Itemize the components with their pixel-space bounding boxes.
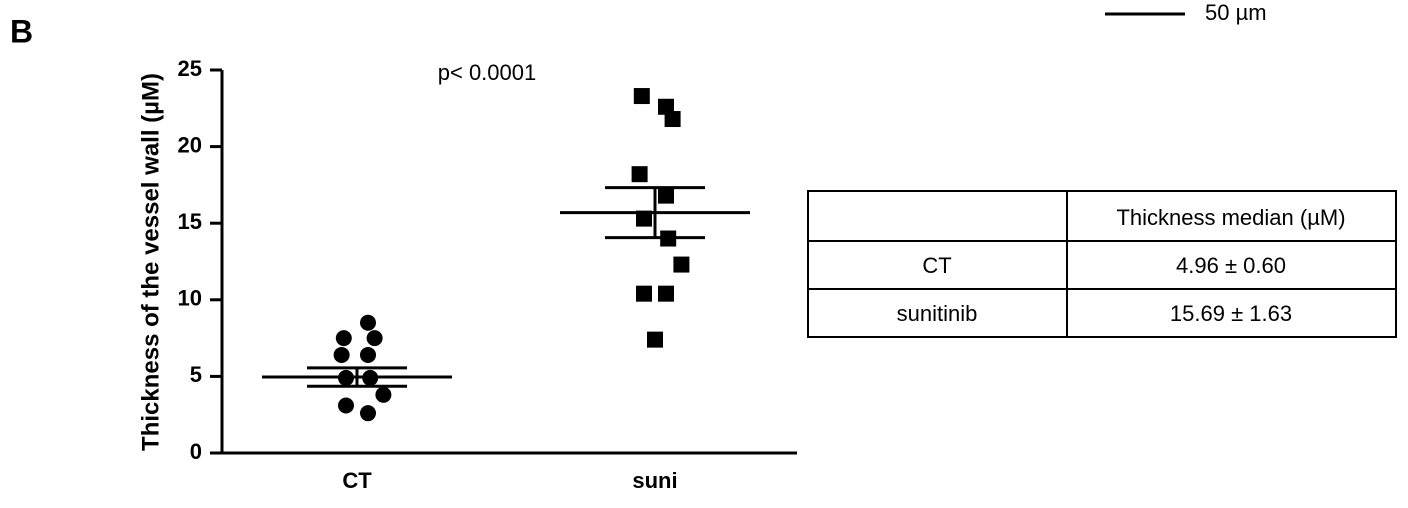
y-tick-label: 5 (190, 362, 202, 387)
data-point (631, 166, 648, 183)
data-point (360, 346, 376, 363)
x-tick-label: suni (632, 468, 677, 493)
data-point (335, 330, 352, 347)
table-cell: CT (922, 253, 951, 278)
panel-label: B (10, 13, 33, 49)
data-point (360, 314, 376, 331)
y-tick-label: 10 (178, 286, 202, 311)
table-header: Thickness median (µM) (1116, 205, 1345, 230)
table-cell: 4.96 ± 0.60 (1176, 253, 1286, 278)
data-point (333, 346, 350, 363)
table-border (807, 190, 1397, 338)
data-point (375, 386, 392, 403)
y-tick-label: 20 (178, 132, 202, 157)
y-tick-label: 25 (178, 56, 202, 81)
y-tick-label: 15 (178, 209, 202, 234)
data-point (633, 88, 650, 105)
annotation: p< 0.0001 (438, 60, 536, 85)
scale-bar-label: 50 µm (1205, 0, 1267, 25)
data-point (647, 331, 663, 348)
y-axis-label: Thickness of the vessel wall (µM) (137, 73, 164, 451)
data-point (636, 285, 652, 302)
data-point (658, 285, 674, 302)
table-cell: sunitinib (897, 301, 978, 326)
data-point (673, 256, 690, 273)
x-tick-label: CT (342, 468, 372, 493)
data-point (664, 111, 681, 128)
y-tick-label: 0 (190, 439, 202, 464)
table-cell: 15.69 ± 1.63 (1170, 301, 1292, 326)
table (807, 190, 1397, 338)
data-point (658, 98, 674, 115)
data-point (658, 187, 674, 204)
data-point (338, 397, 354, 414)
data-point (636, 210, 652, 227)
data-point (360, 405, 376, 422)
data-point (366, 330, 383, 347)
